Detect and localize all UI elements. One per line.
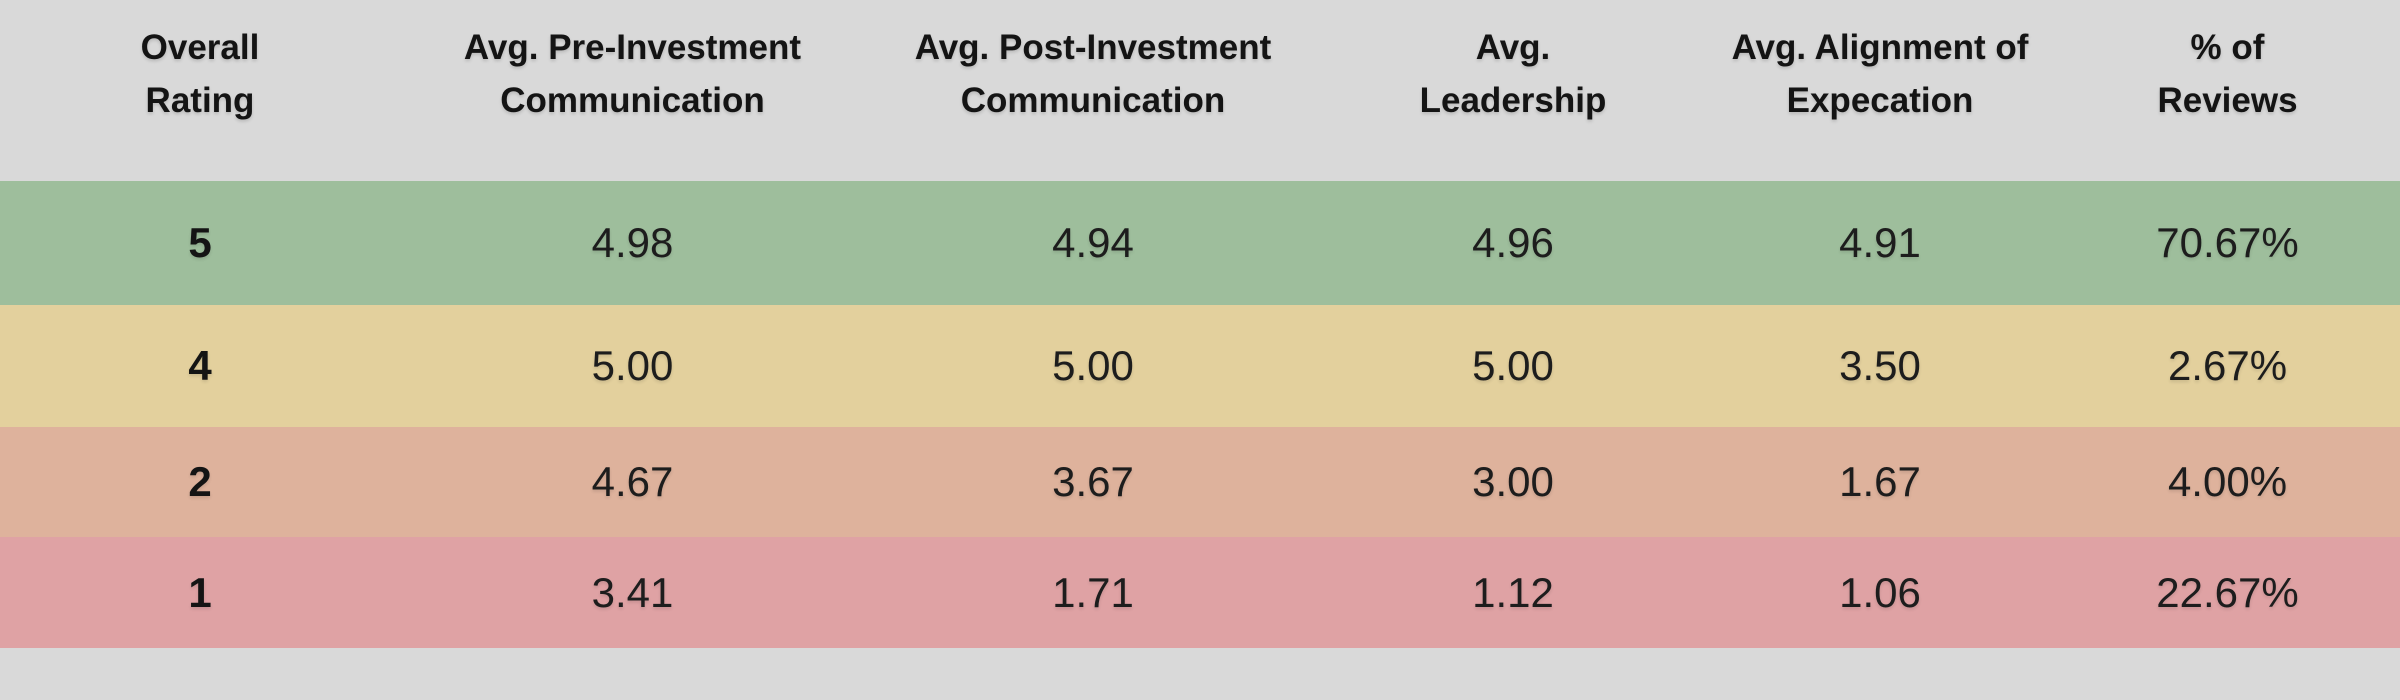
table-row-rating-4: 4 5.00 5.00 5.00 3.50 2.67% [0, 305, 2400, 427]
cell-avg-pre-investment-communication: 3.41 [591, 568, 674, 616]
cell-avg-alignment-of-expecation: 1.06 [1839, 568, 1921, 616]
cell-avg-post-investment-communication: 3.67 [1052, 458, 1134, 505]
cell-overall-rating: 4 [188, 342, 212, 389]
cell-pct-of-reviews: 70.67% [2156, 219, 2299, 266]
cell-avg-post-investment-communication: 5.00 [1052, 342, 1134, 389]
cell-pct-of-reviews: 4.00% [2167, 458, 2288, 505]
cell-overall-rating: 5 [188, 219, 212, 266]
cell-avg-alignment-of-expecation: 3.50 [1839, 342, 1921, 389]
cell-overall-rating: 2 [188, 458, 212, 505]
cell-avg-leadership: 3.00 [1472, 458, 1554, 505]
cell-avg-leadership: 5.00 [1472, 342, 1554, 389]
cell-avg-pre-investment-communication: 4.67 [591, 458, 674, 505]
cell-avg-leadership: 1.12 [1472, 568, 1554, 616]
cell-pct-of-reviews: 2.67% [2167, 342, 2288, 389]
cell-avg-alignment-of-expecation: 4.91 [1839, 219, 1921, 266]
column-header-pct-of-reviews: % of Reviews [2157, 28, 2298, 120]
table-header-row: Overall Rating Avg. Pre-Investment Commu… [0, 0, 2400, 181]
column-header-avg-pre-investment-communication: Avg. Pre-Investment Communication [463, 28, 802, 120]
column-header-avg-post-investment-communication: Avg. Post-Investment Communication [914, 28, 1272, 120]
table-footer-spacer [0, 648, 2400, 700]
cell-overall-rating: 1 [188, 568, 212, 616]
column-header-avg-leadership: Avg. Leadership [1419, 28, 1607, 120]
column-header-avg-alignment-of-expecation: Avg. Alignment of Expecation [1731, 28, 2029, 120]
cell-avg-post-investment-communication: 4.94 [1052, 219, 1134, 266]
cell-avg-pre-investment-communication: 5.00 [591, 342, 674, 389]
column-header-overall-rating: Overall Rating [140, 28, 260, 120]
cell-avg-post-investment-communication: 1.71 [1052, 568, 1134, 616]
table-row-rating-5: 5 4.98 4.94 4.96 4.91 70.67% [0, 181, 2400, 305]
cell-avg-pre-investment-communication: 4.98 [591, 219, 674, 266]
cell-pct-of-reviews: 22.67% [2156, 568, 2299, 616]
cell-avg-alignment-of-expecation: 1.67 [1839, 458, 1921, 505]
table-row-rating-1: 1 3.41 1.71 1.12 1.06 22.67% [0, 537, 2400, 648]
cell-avg-leadership: 4.96 [1472, 219, 1554, 266]
table-row-rating-2: 2 4.67 3.67 3.00 1.67 4.00% [0, 427, 2400, 537]
